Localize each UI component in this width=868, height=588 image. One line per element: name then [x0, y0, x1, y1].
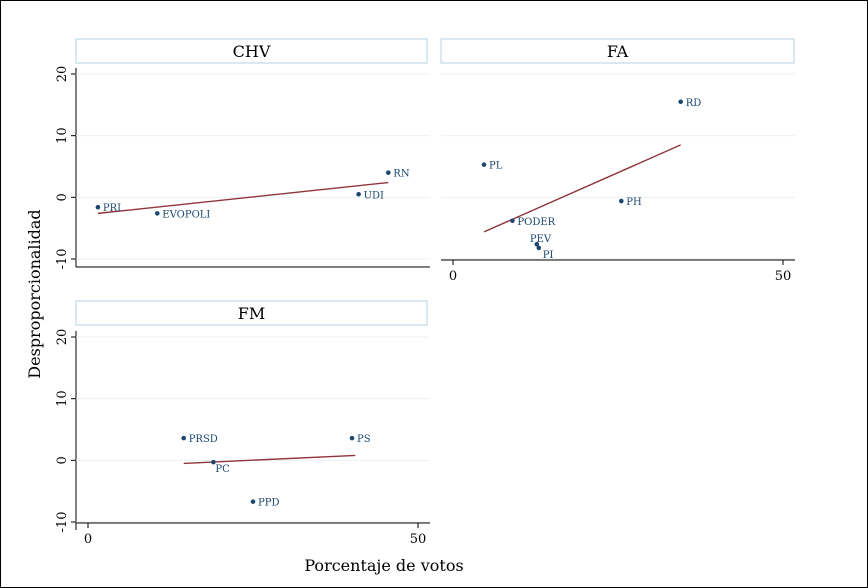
point-prsd [181, 435, 186, 441]
panel-title: CHV [233, 42, 271, 61]
panel-title: FA [607, 42, 629, 61]
y-tick-label: 10 [55, 390, 70, 407]
panel-strip [75, 38, 428, 64]
x-axis-title: Porcentaje de votos [304, 556, 463, 575]
point-label-udi: UDI [364, 190, 384, 201]
point-ppd [250, 499, 256, 504]
point-evopoli [155, 211, 160, 216]
panel-fm: FM 0 50 -10 0 10 20 PRSD PS PC PPD [55, 300, 430, 547]
panel-strip [75, 300, 428, 326]
point-label-rn: RN [393, 169, 410, 180]
point-ph [619, 198, 624, 204]
point-label-pi: PI [543, 250, 554, 261]
point-pri [95, 204, 101, 210]
x-tick-label: 0 [449, 269, 457, 284]
point-label-pl: PL [489, 161, 503, 172]
point-udi [356, 191, 361, 197]
point-label-pc: PC [215, 464, 230, 475]
point-label-ppd: PPD [258, 498, 279, 509]
point-pev [534, 241, 540, 247]
point-poder [510, 218, 515, 224]
point-ps [349, 435, 355, 441]
y-tick-label: 20 [55, 66, 70, 83]
point-rd [678, 99, 683, 105]
point-label-ps: PS [357, 434, 371, 445]
y-tick-label: 0 [55, 456, 70, 464]
point-pi [536, 245, 542, 251]
point-label-ph: PH [626, 197, 642, 208]
x-tick-label: 50 [410, 532, 427, 547]
point-label-poder: PODER [517, 217, 555, 228]
y-tick-label: -10 [55, 249, 70, 270]
fit-line [97, 181, 389, 215]
point-label-pri: PRI [103, 203, 121, 214]
panel-chv: CHV -10 0 10 20 PRI EVOPOLI RN UDI [55, 38, 430, 270]
y-tick-label: -10 [55, 512, 70, 533]
panel-title: FM [238, 304, 265, 323]
y-tick-label: 20 [55, 329, 70, 346]
y-tick-label: 10 [55, 127, 70, 144]
y-axis-title: Desproporcionalidad [25, 209, 44, 378]
x-tick-label: 50 [775, 269, 792, 284]
point-label-prsd: PRSD [189, 434, 218, 445]
panel-fa: FA 0 50 RD PL PH PODER PEV PI [440, 38, 795, 284]
panel-strip [440, 38, 795, 64]
point-rn [386, 170, 391, 175]
point-label-rd: RD [686, 98, 702, 109]
point-label-evopoli: EVOPOLI [162, 209, 210, 220]
panels: CHV -10 0 10 20 PRI EVOPOLI RN UDI FA 0 50 RD PL PH POD… [55, 38, 795, 547]
point-pc [211, 459, 216, 465]
point-pl [481, 162, 487, 167]
point-label-pev: PEV [530, 234, 552, 245]
x-tick-label: 0 [84, 532, 92, 547]
y-tick-label: 0 [55, 193, 70, 201]
fit-line [483, 144, 681, 233]
